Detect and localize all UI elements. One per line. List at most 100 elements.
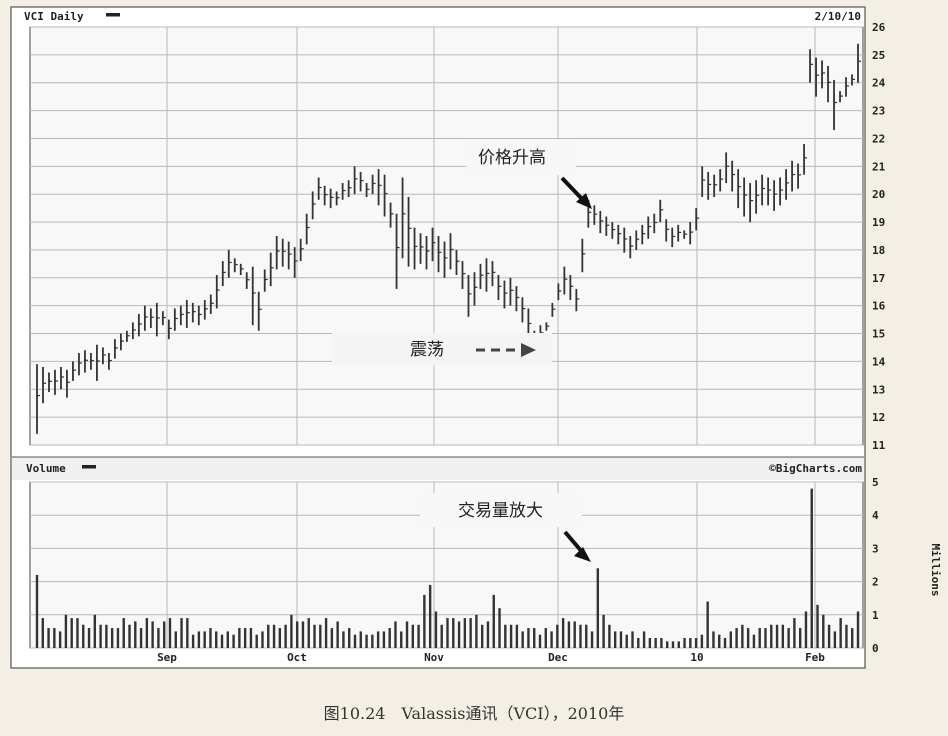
- price-y-tick-label: 18: [872, 244, 885, 257]
- volume-bar: [793, 618, 796, 648]
- volume-bar: [353, 634, 357, 648]
- volume-bar: [706, 601, 709, 648]
- volume-bar: [700, 634, 704, 648]
- volume-bar: [382, 631, 386, 648]
- volume-bar: [162, 621, 166, 648]
- volume-bar: [741, 624, 744, 648]
- price-y-tick-label: 26: [872, 21, 886, 34]
- volume-bar: [509, 624, 513, 648]
- volume-legend-swatch: [82, 465, 96, 469]
- volume-bar: [255, 634, 258, 648]
- volume-bar: [232, 634, 235, 648]
- price-y-tick-label: 25: [872, 49, 885, 62]
- volume-bar: [573, 621, 576, 648]
- volume-bar: [278, 628, 282, 648]
- volume-bar: [76, 618, 79, 648]
- volume-bar: [93, 614, 97, 648]
- volume-bar: [128, 624, 131, 648]
- volume-bar: [134, 621, 137, 648]
- volume-bar: [180, 618, 183, 648]
- volume-bar: [440, 624, 443, 648]
- volume-bar: [666, 641, 669, 648]
- volume-bar: [174, 631, 177, 648]
- volume-bar: [822, 614, 825, 648]
- volume-bar: [41, 618, 44, 648]
- x-tick-label: Nov: [424, 651, 444, 664]
- volume-bar: [457, 621, 461, 648]
- volume-bar: [827, 624, 831, 648]
- volume-bar: [515, 624, 519, 648]
- volume-bar: [226, 631, 229, 648]
- volume-bar: [116, 628, 120, 648]
- volume-bar: [307, 618, 310, 648]
- volume-bar: [157, 628, 160, 648]
- volume-bar: [660, 638, 663, 648]
- volume-bar: [371, 634, 374, 648]
- price-y-tick-label: 23: [872, 105, 885, 118]
- volume-bar: [301, 621, 305, 648]
- arrow-consolidation: [476, 343, 536, 357]
- volume-bar: [787, 628, 790, 648]
- volume-bar: [816, 604, 819, 648]
- volume-bar: [521, 631, 524, 648]
- volume-bar: [359, 631, 362, 648]
- volume-bar: [446, 618, 449, 648]
- volume-bar: [567, 621, 571, 648]
- volume-header-bar: [12, 457, 864, 480]
- volume-bar: [53, 628, 56, 648]
- volume-bar: [671, 641, 675, 648]
- price-y-tick-label: 21: [872, 160, 886, 173]
- volume-bar: [498, 608, 501, 648]
- x-tick-label: Sep: [157, 651, 177, 664]
- price-grid: [30, 26, 863, 446]
- volume-bar: [110, 628, 114, 648]
- volume-bar: [608, 624, 611, 648]
- volume-bar: [348, 628, 351, 648]
- volume-bar: [619, 631, 623, 648]
- volume-bar: [220, 634, 224, 648]
- volume-bar: [87, 628, 91, 648]
- volume-bar: [405, 621, 409, 648]
- volume-bar: [770, 624, 773, 648]
- volume-bar: [58, 631, 62, 648]
- arrow-volume-surge: [563, 530, 591, 562]
- chart-date-label: 2/10/10: [815, 10, 861, 23]
- volume-bar: [683, 638, 686, 648]
- volume-bars: [35, 488, 860, 648]
- volume-bar: [486, 621, 490, 648]
- volume-bar: [267, 624, 270, 648]
- volume-bar: [469, 618, 472, 648]
- volume-bar: [145, 618, 149, 648]
- volume-bar: [428, 584, 432, 648]
- price-bars: [36, 43, 861, 434]
- volume-bar: [417, 624, 420, 648]
- price-y-tick-label: 24: [872, 77, 886, 90]
- volume-bar: [642, 631, 646, 648]
- volume-bar: [209, 628, 212, 648]
- price-panel-plot: [29, 26, 864, 446]
- annotation-volume-surge: 交易量放大: [458, 501, 543, 521]
- volume-title: Volume: [26, 462, 66, 475]
- volume-bar: [729, 631, 733, 648]
- price-y-tick-label: 13: [872, 383, 885, 396]
- volume-bar: [290, 614, 293, 648]
- volume-bar: [243, 628, 247, 648]
- x-tick-label: 10: [690, 651, 703, 664]
- volume-bar: [677, 641, 680, 648]
- price-y-tick-label: 11: [872, 439, 886, 452]
- volume-y-tick-label: 0: [872, 642, 879, 655]
- volume-bar: [752, 634, 756, 648]
- x-ticks: Sep Oct Nov Dec 10 Feb: [157, 651, 825, 664]
- volume-bar: [82, 624, 85, 648]
- volume-bar: [613, 631, 617, 648]
- volume-bar: [139, 628, 143, 648]
- volume-bar: [550, 631, 553, 648]
- volume-bar: [480, 624, 484, 648]
- volume-bar: [845, 624, 848, 648]
- volume-bar: [833, 631, 837, 648]
- price-y-tick-label: 22: [872, 132, 885, 145]
- title-legend-swatch: [106, 13, 120, 17]
- volume-bar: [313, 624, 316, 648]
- volume-bar: [648, 638, 652, 648]
- volume-bar: [810, 488, 813, 648]
